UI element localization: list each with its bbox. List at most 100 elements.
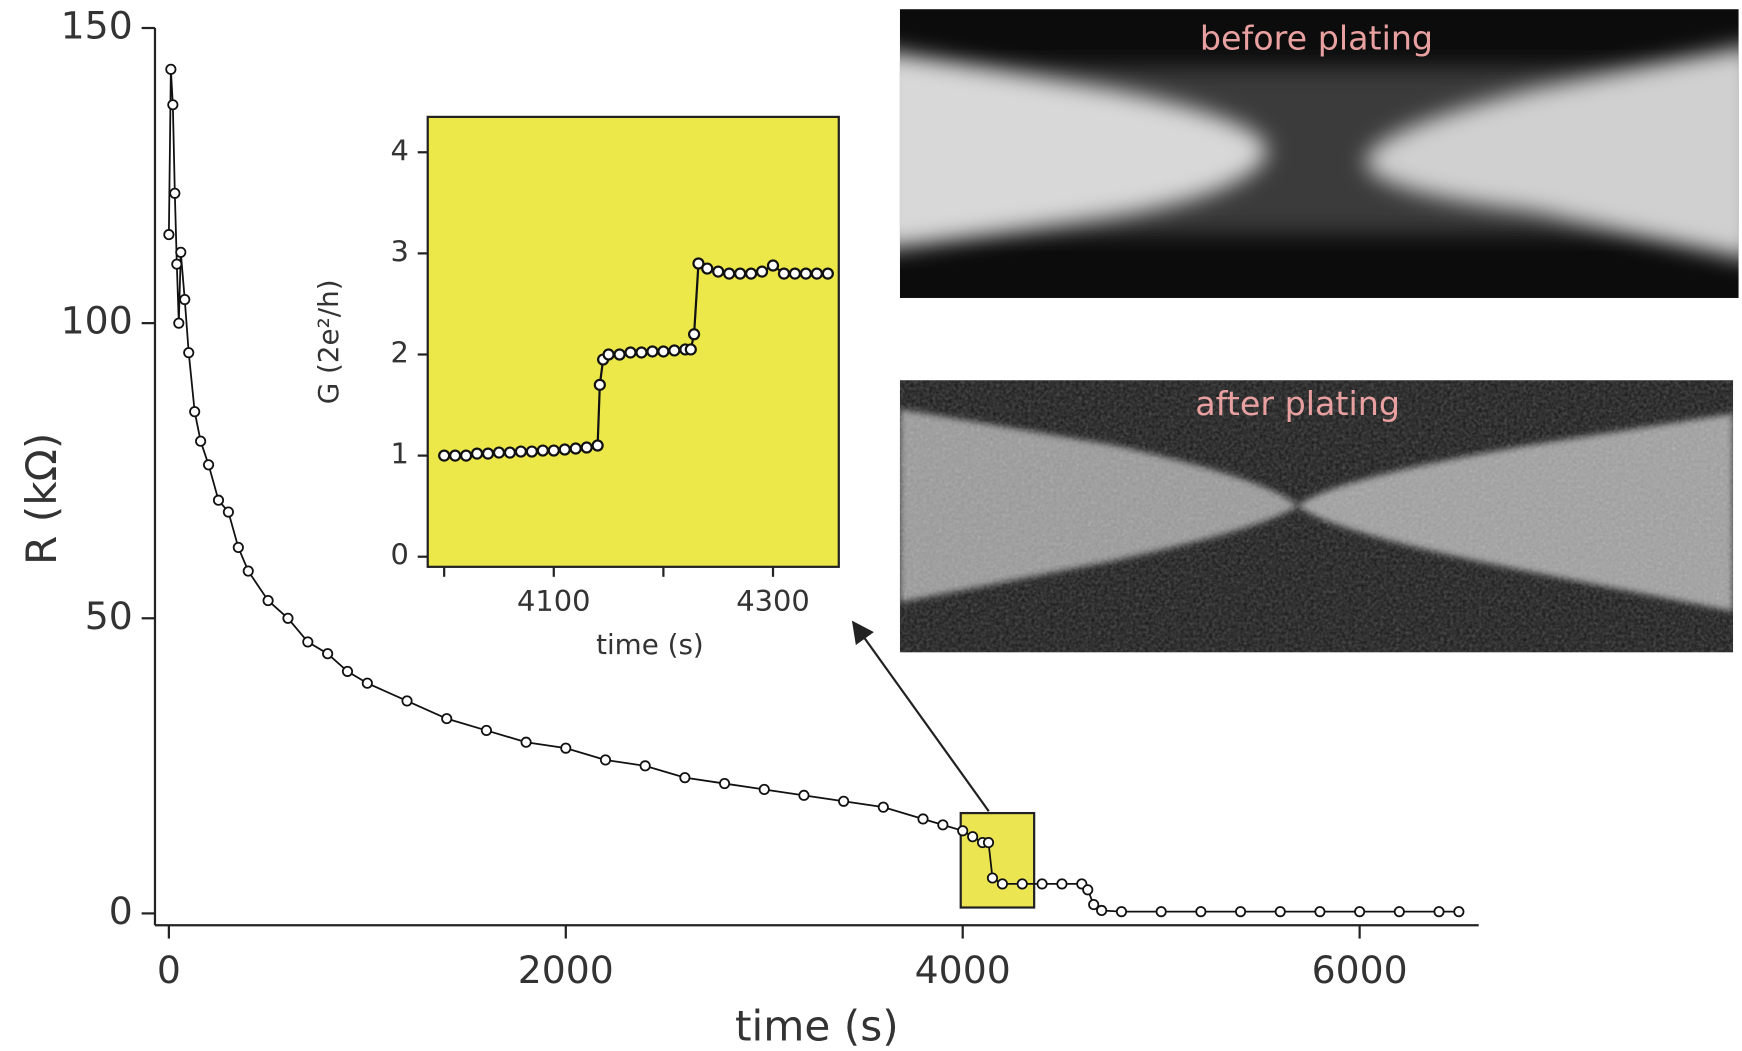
data-point xyxy=(438,449,451,462)
data-point xyxy=(679,772,691,784)
data-point xyxy=(602,348,615,361)
data-point xyxy=(558,443,571,456)
y-axis-label: R (kΩ) xyxy=(17,433,66,565)
data-point xyxy=(957,825,969,837)
data-point xyxy=(195,435,207,447)
y-tick-label: 4 xyxy=(390,133,408,167)
data-point xyxy=(171,258,183,270)
data-point xyxy=(163,229,175,241)
data-point xyxy=(712,265,725,278)
data-point xyxy=(242,565,254,577)
data-point xyxy=(179,293,191,306)
data-point xyxy=(1056,878,1068,890)
x-axis-label: time (s) xyxy=(596,628,704,661)
image-after: after plating xyxy=(899,380,1734,653)
plot-background xyxy=(426,115,840,568)
data-point xyxy=(684,343,697,356)
zoom-arrow xyxy=(851,620,990,812)
data-point xyxy=(441,713,453,725)
data-point xyxy=(1314,906,1326,918)
data-point xyxy=(470,447,484,460)
data-point xyxy=(1234,906,1247,918)
image-label: after plating xyxy=(1195,384,1400,423)
data-point xyxy=(165,63,177,75)
x-axis-label: time (s) xyxy=(735,1002,899,1047)
data-point xyxy=(173,317,185,329)
data-point xyxy=(701,262,714,275)
data-point xyxy=(1393,906,1405,918)
image-label: before plating xyxy=(1200,19,1433,58)
data-point xyxy=(996,878,1008,890)
data-point xyxy=(1155,906,1167,918)
data-point xyxy=(591,439,604,452)
data-point xyxy=(734,267,747,280)
data-point xyxy=(212,494,225,506)
data-point xyxy=(183,347,195,359)
x-tick-label: 4000 xyxy=(915,948,1011,992)
data-point xyxy=(719,778,731,790)
y-tick-label: 50 xyxy=(85,594,133,638)
data-point xyxy=(282,612,294,624)
x-tick-label: 4100 xyxy=(517,584,591,618)
data-point xyxy=(167,99,179,111)
y-tick-label: 0 xyxy=(390,538,408,572)
data-point xyxy=(692,257,705,270)
data-point xyxy=(302,636,314,648)
data-point xyxy=(967,831,979,843)
data-point xyxy=(937,819,949,831)
data-point xyxy=(203,459,215,471)
data-point xyxy=(986,872,999,884)
data-point xyxy=(480,724,492,736)
data-point xyxy=(189,406,201,418)
data-point xyxy=(639,760,651,772)
data-point xyxy=(1195,906,1207,918)
data-point xyxy=(449,449,462,462)
data-point xyxy=(1036,878,1048,890)
y-tick-label: 1 xyxy=(390,437,408,471)
data-point xyxy=(1115,906,1128,918)
x-tick-label: 0 xyxy=(157,948,181,992)
data-point xyxy=(758,783,770,796)
data-point xyxy=(547,444,560,457)
data-point xyxy=(514,445,528,458)
data-point xyxy=(401,695,413,707)
data-point xyxy=(777,267,791,280)
data-point xyxy=(503,446,517,459)
data-point xyxy=(361,677,373,689)
data-point xyxy=(799,267,813,280)
data-point xyxy=(646,345,659,358)
data-point xyxy=(744,267,758,280)
data-point xyxy=(1016,878,1028,890)
data-point xyxy=(1082,884,1094,896)
data-point xyxy=(755,265,769,278)
data-point xyxy=(635,346,648,359)
data-point xyxy=(341,665,354,677)
x-tick-label: 4300 xyxy=(736,584,810,618)
data-point xyxy=(788,267,802,280)
x-tick-label: 2000 xyxy=(518,948,614,992)
y-tick-label: 100 xyxy=(61,299,133,343)
data-point xyxy=(1274,906,1286,918)
data-point xyxy=(322,648,334,660)
data-point xyxy=(569,442,582,455)
chart: 0 50 100 150 0 2000 4000 6000 time (s) R (kΩ) xyxy=(17,4,1479,1051)
data-point xyxy=(222,506,234,518)
data-point xyxy=(624,346,637,359)
data-point xyxy=(1088,899,1100,911)
data-point xyxy=(687,328,701,341)
data-point xyxy=(657,345,670,358)
data-point xyxy=(877,801,889,813)
data-point xyxy=(1433,906,1445,918)
y-axis-label: G (2e²/h) xyxy=(312,279,345,404)
data-point xyxy=(580,441,593,454)
chart: 0 1 2 3 4 4100 4300 time (s) G (2e²/h) xyxy=(312,115,840,661)
data-point xyxy=(481,447,495,460)
data-point xyxy=(492,446,506,459)
data-point xyxy=(536,444,549,457)
data-point xyxy=(593,378,606,391)
data-point xyxy=(1354,906,1366,918)
data-point xyxy=(1453,906,1465,918)
data-point xyxy=(232,541,244,554)
